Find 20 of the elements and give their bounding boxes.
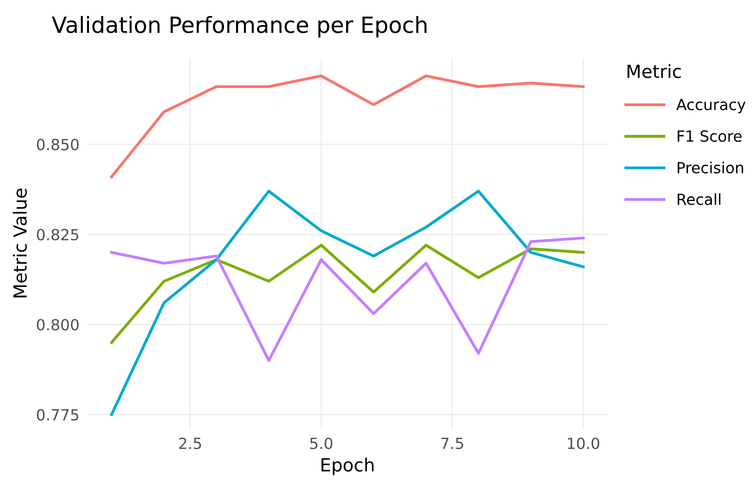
chart-title: Validation Performance per Epoch (52, 16, 426, 38)
y-tick-label: 0.825 (36, 228, 78, 240)
legend-title: Metric (628, 64, 681, 78)
y-tick-label: 0.800 (36, 318, 79, 331)
y-tick-label: 0.850 (36, 138, 79, 150)
x-tick-label: 5.0 (310, 438, 332, 450)
line-series (110, 244, 585, 344)
x-tick-label: 10.0 (568, 438, 600, 450)
y-tick-label: 0.775 (36, 409, 78, 421)
line-series (110, 236, 585, 362)
x-tick-label: 2.5 (179, 438, 201, 450)
x-axis-title: Epoch (322, 458, 374, 476)
legend-label: F1 Score (678, 130, 742, 142)
legend-label: Precision (678, 162, 744, 174)
line-series (110, 74, 585, 178)
legend-label: Recall (678, 193, 720, 206)
legend-label: Accuracy (676, 98, 746, 114)
x-tick-label: 7.5 (441, 438, 464, 450)
y-axis-title: Metric Value (12, 188, 27, 298)
line-series (110, 190, 585, 416)
